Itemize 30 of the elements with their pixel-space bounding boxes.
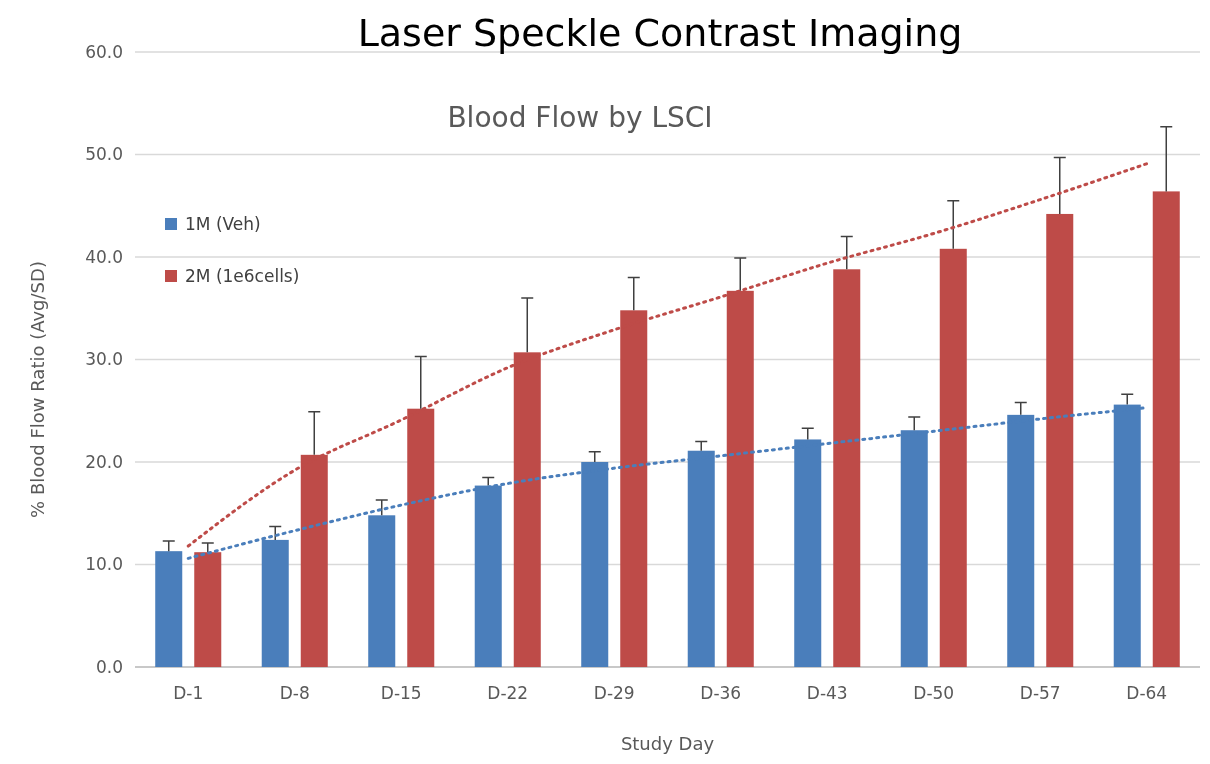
x-tick-label: D-22 (487, 683, 529, 704)
x-tick-label: D-1 (173, 683, 204, 704)
x-tick-label: D-36 (700, 683, 742, 704)
bar (939, 248, 967, 667)
bar (194, 552, 222, 667)
bar (1046, 213, 1074, 667)
x-tick-label: D-50 (913, 683, 955, 704)
x-tick-label: D-64 (1126, 683, 1168, 704)
y-tick-label: 0.0 (95, 656, 123, 677)
bar (368, 515, 396, 667)
legend-label: 2M (1e6cells) (185, 266, 300, 286)
text: Blood Flow by LSCI (447, 101, 713, 134)
bar (155, 551, 183, 667)
y-tick-label: 20.0 (85, 451, 123, 472)
legend-label: 1M (Veh) (185, 214, 261, 234)
x-tick-label: D-15 (380, 683, 422, 704)
y-tick-label: 50.0 (85, 144, 123, 165)
chart-title: Laser Speckle Contrast Imaging (357, 11, 963, 55)
y-tick-label: 60.0 (85, 41, 123, 62)
x-tick-label: D-57 (1019, 683, 1061, 704)
x-tick-label: D-29 (593, 683, 635, 704)
y-tick-label: 10.0 (85, 554, 123, 575)
y-tick-label: 30.0 (85, 349, 123, 370)
y-tick-label: 40.0 (85, 246, 123, 267)
x-tick-label: D-43 (806, 683, 848, 704)
bar (1152, 191, 1180, 667)
bar (833, 269, 861, 667)
y-axis-title: % Blood Flow Ratio (Avg/SD) (27, 261, 48, 518)
x-axis-title: Study Day (620, 733, 715, 754)
x-tick-label: D-8 (279, 683, 310, 704)
